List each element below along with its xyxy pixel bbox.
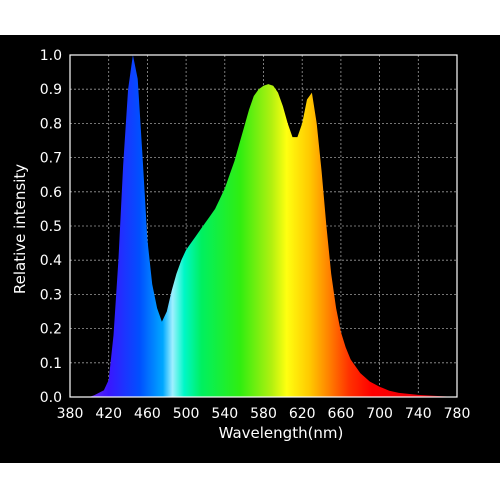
y-tick-label: 0.6: [40, 185, 62, 201]
y-tick-label: 0.3: [40, 287, 62, 303]
y-tick-label: 0.5: [40, 219, 62, 235]
x-tick-label: 660: [328, 406, 355, 422]
y-axis-title: Relative intensity: [11, 164, 29, 294]
y-tick-label: 0.0: [40, 390, 62, 406]
y-tick-label: 0.4: [40, 253, 62, 269]
spectrum-chart: 0.0 0.1 0.2 0.3 0.4 0.5 0.6 0.7 0.8 0.9 1.0 380 420…: [11, 48, 471, 442]
y-tick-label: 0.9: [40, 82, 62, 98]
y-tick-label: 0.2: [40, 322, 62, 338]
x-tick-label: 780: [444, 406, 471, 422]
x-tick-label: 620: [289, 406, 316, 422]
spectrum-area: [70, 55, 457, 397]
x-axis-title: Wavelength(nm): [219, 424, 344, 442]
y-tick-label: 0.1: [40, 356, 62, 372]
x-tick-label: 740: [405, 406, 432, 422]
y-tick-label: 1.0: [40, 48, 62, 64]
x-tick-label: 580: [250, 406, 277, 422]
x-tick-labels: 380 420 460 500 540 580 620 660 700 740 780: [57, 406, 471, 422]
chart-panel: 0.0 0.1 0.2 0.3 0.4 0.5 0.6 0.7 0.8 0.9 1.0 380 420…: [0, 35, 500, 463]
axes: [69, 54, 458, 398]
x-tick-label: 420: [95, 406, 122, 422]
x-tick-label: 380: [57, 406, 84, 422]
y-tick-labels: 0.0 0.1 0.2 0.3 0.4 0.5 0.6 0.7 0.8 0.9 1.0: [40, 48, 62, 406]
x-tick-label: 500: [173, 406, 200, 422]
plot-frame: [69, 54, 458, 398]
x-tick-label: 460: [134, 406, 161, 422]
y-tick-label: 0.7: [40, 151, 62, 167]
y-tick-label: 0.8: [40, 116, 62, 132]
x-tick-label: 540: [211, 406, 238, 422]
x-tick-label: 700: [366, 406, 393, 422]
